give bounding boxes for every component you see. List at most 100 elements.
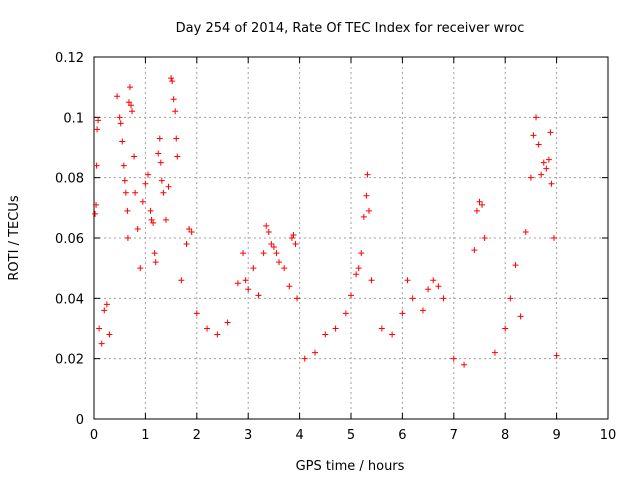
- x-tick-label: 10: [600, 428, 617, 443]
- data-point: [419, 307, 426, 314]
- data-point: [93, 162, 100, 169]
- data-point: [547, 129, 554, 136]
- data-point: [92, 210, 99, 217]
- data-point: [479, 201, 486, 208]
- data-point: [160, 189, 167, 196]
- data-point: [440, 295, 447, 302]
- data-point: [389, 331, 396, 338]
- data-point: [363, 192, 370, 199]
- data-point: [204, 325, 211, 332]
- axis-ticks: 0 1 2 3 4 5 6 7 8 9 10 0 0.02 0.04 0.06 0.08 0.1 0.12: [55, 51, 616, 443]
- data-point: [174, 153, 181, 160]
- data-point: [121, 177, 128, 184]
- data-point: [242, 277, 249, 284]
- y-tick-label: 0.08: [55, 172, 84, 187]
- data-point: [288, 235, 295, 241]
- data-point: [540, 159, 547, 166]
- data-point: [132, 189, 139, 196]
- data-point: [165, 183, 172, 190]
- x-tick-label: 2: [193, 428, 201, 443]
- data-point: [522, 228, 529, 235]
- x-tick-label: 0: [90, 428, 98, 443]
- data-point: [265, 228, 272, 235]
- data-point: [435, 283, 442, 290]
- data-point: [137, 265, 144, 272]
- data-point: [148, 216, 155, 223]
- data-point: [378, 325, 385, 332]
- data-point: [294, 295, 301, 302]
- data-point: [409, 295, 416, 302]
- x-tick-label: 9: [552, 428, 560, 443]
- data-point: [147, 207, 154, 214]
- data-point: [255, 292, 262, 299]
- data-point: [543, 165, 550, 172]
- data-point: [527, 174, 534, 181]
- data-point: [430, 277, 437, 284]
- data-point: [530, 132, 537, 139]
- data-point: [122, 189, 129, 196]
- data-point: [491, 349, 498, 356]
- data-points: [92, 75, 560, 368]
- data-point: [116, 114, 123, 121]
- x-tick-label: 3: [244, 428, 252, 443]
- y-tick-label: 0.02: [55, 353, 84, 368]
- data-point: [312, 349, 319, 356]
- data-point: [263, 222, 270, 229]
- data-point: [234, 280, 241, 287]
- y-axis-label: ROTI / TECUs: [7, 195, 22, 280]
- data-point: [281, 265, 288, 272]
- data-point: [94, 126, 101, 133]
- data-point: [178, 277, 185, 284]
- data-point: [106, 331, 113, 338]
- data-point: [260, 250, 267, 257]
- y-tick-label: 0.1: [63, 111, 84, 126]
- data-point: [168, 75, 175, 82]
- data-point: [96, 325, 103, 332]
- data-point: [240, 250, 247, 257]
- data-point: [114, 93, 121, 100]
- data-point: [156, 135, 163, 142]
- data-point: [129, 108, 136, 115]
- data-point: [353, 271, 360, 278]
- data-point: [553, 352, 560, 359]
- data-point: [538, 171, 545, 178]
- data-point: [548, 180, 555, 187]
- data-point: [134, 225, 141, 232]
- data-point: [169, 78, 176, 85]
- data-point: [268, 241, 275, 248]
- y-tick-label: 0.12: [55, 51, 84, 66]
- data-point: [101, 307, 108, 314]
- grid: [94, 57, 608, 419]
- data-point: [173, 135, 180, 142]
- data-point: [481, 235, 488, 241]
- data-point: [117, 120, 124, 127]
- data-point: [348, 292, 354, 299]
- data-point: [119, 138, 126, 145]
- data-point: [332, 325, 339, 332]
- data-point: [152, 259, 159, 266]
- y-tick-label: 0.06: [55, 232, 84, 247]
- data-point: [404, 277, 411, 284]
- y-tick-label: 0: [76, 413, 84, 428]
- data-point: [461, 361, 468, 368]
- x-tick-label: 8: [501, 428, 509, 443]
- data-point: [360, 213, 367, 220]
- data-point: [183, 241, 190, 248]
- data-point: [322, 331, 329, 338]
- data-point: [450, 355, 457, 362]
- data-point: [301, 355, 308, 362]
- data-point: [358, 250, 365, 257]
- data-point: [158, 177, 165, 184]
- data-point: [245, 286, 252, 293]
- data-point: [292, 241, 299, 248]
- data-point: [533, 114, 540, 121]
- data-point: [124, 235, 131, 241]
- data-point: [93, 201, 100, 208]
- data-point: [512, 262, 519, 269]
- data-point: [162, 216, 169, 223]
- data-point: [103, 301, 110, 308]
- data-point: [172, 108, 179, 115]
- data-point: [365, 207, 372, 214]
- x-tick-label: 7: [450, 428, 458, 443]
